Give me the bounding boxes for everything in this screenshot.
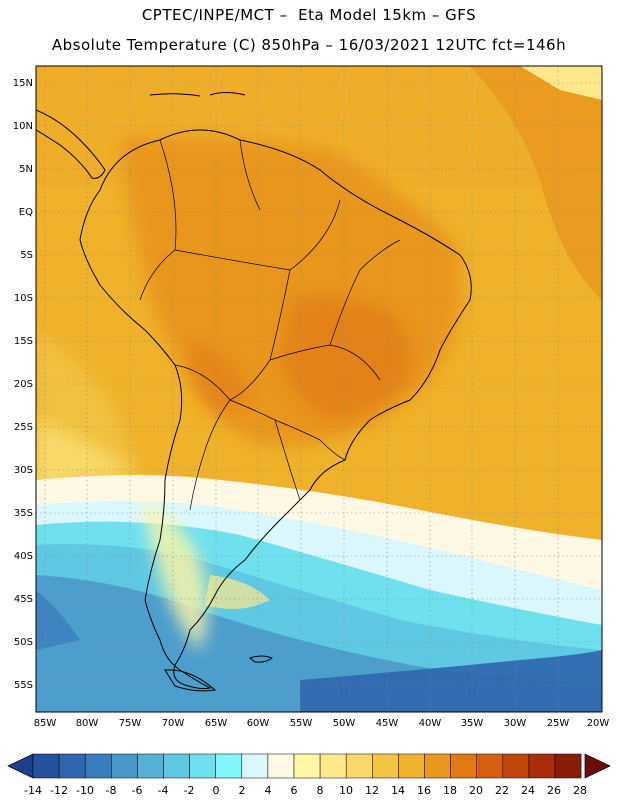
colorbar-label: -8 — [106, 784, 117, 797]
lat-label: EQ — [19, 207, 33, 218]
lat-label: 15S — [14, 336, 33, 347]
lon-label: 45W — [376, 718, 399, 729]
colorbar-box — [554, 753, 582, 779]
colorbar-boxes — [32, 753, 582, 779]
colorbar-box — [163, 753, 190, 779]
colorbar-box — [267, 753, 295, 779]
tierra-del-fuego — [164, 669, 217, 692]
lat-label: 50S — [14, 637, 33, 648]
colorbar-box — [293, 753, 321, 779]
colorbar-box — [189, 753, 216, 779]
colorbar-box — [84, 753, 112, 779]
colorbar-arrow-left — [7, 753, 34, 779]
lon-label: 40W — [419, 718, 442, 729]
colorbar-label: 0 — [213, 784, 220, 797]
lon-label: 50W — [333, 718, 356, 729]
colorbar-label: -12 — [50, 784, 68, 797]
lon-label: 60W — [247, 718, 270, 729]
colorbar-label: 14 — [391, 784, 405, 797]
lat-label: 15N — [13, 78, 33, 89]
colorbar-label: 8 — [317, 784, 324, 797]
colorbar: -14 -12 -10 -8 -6 -4 -2 0 2 4 6 8 10 12 … — [7, 753, 611, 797]
lon-label: 30W — [504, 718, 527, 729]
colorbar-box — [215, 753, 243, 779]
lat-label: 40S — [14, 551, 33, 562]
central-america — [36, 109, 106, 179]
lat-label: 45S — [14, 594, 33, 605]
longitude-labels: 85W 80W 75W 70W 65W 60W 55W 50W 45W 40W … — [34, 718, 610, 729]
colorbar-label: 28 — [573, 784, 587, 797]
lat-label: 35S — [14, 508, 33, 519]
colorbar-box — [137, 753, 164, 779]
lon-label: 85W — [34, 718, 57, 729]
latitude-labels: 15N 10N 5N EQ 5S 10S 15S 20S 25S 30S 35S… — [13, 78, 33, 691]
lon-label: 65W — [205, 718, 228, 729]
colorbar-box — [345, 753, 373, 779]
colorbar-label: 12 — [365, 784, 379, 797]
colorbar-label: 22 — [495, 784, 509, 797]
colorbar-box — [58, 753, 86, 779]
map-subtitle: Absolute Temperature (C) 850hPa – 16/03/… — [51, 36, 567, 54]
lat-label: 5S — [20, 250, 33, 261]
colorbar-box — [32, 753, 60, 779]
colorbar-box — [502, 753, 530, 779]
lon-label: 80W — [76, 718, 99, 729]
lat-label: 5N — [19, 164, 33, 175]
colorbar-label: 26 — [547, 784, 561, 797]
lon-label: 70W — [162, 718, 185, 729]
colorbar-box — [241, 753, 269, 779]
lat-label: 10S — [14, 293, 33, 304]
colorbar-box — [398, 753, 425, 779]
coastlines — [36, 92, 472, 692]
colorbar-labels: -14 -12 -10 -8 -6 -4 -2 0 2 4 6 8 10 12 … — [24, 784, 587, 797]
south-america-coastline — [79, 129, 472, 690]
colorbar-box — [111, 753, 138, 779]
colorbar-box — [476, 753, 504, 779]
map-title: CPTEC/INPE/MCT – Eta Model 15km – GFS — [141, 6, 477, 24]
lon-label: 75W — [119, 718, 142, 729]
colorbar-label: 6 — [291, 784, 298, 797]
lat-label: 10N — [13, 121, 33, 132]
colorbar-label: -10 — [76, 784, 94, 797]
lon-label: 55W — [290, 718, 313, 729]
colorbar-box — [528, 753, 556, 779]
colorbar-box — [450, 753, 477, 779]
caribbean-islands — [149, 92, 246, 97]
lon-label: 20W — [587, 718, 610, 729]
colorbar-label: 4 — [265, 784, 272, 797]
colorbar-label: 20 — [469, 784, 483, 797]
lat-label: 55S — [14, 680, 33, 691]
lon-label: 25W — [547, 718, 570, 729]
lat-label: 20S — [14, 379, 33, 390]
colorbar-label: 10 — [339, 784, 353, 797]
colorbar-label: 24 — [521, 784, 535, 797]
lat-label: 25S — [14, 422, 33, 433]
country-borders — [139, 139, 401, 511]
lat-label: 30S — [14, 465, 33, 476]
falkland-islands — [248, 655, 273, 663]
colorbar-label: 18 — [443, 784, 457, 797]
colorbar-label: -14 — [24, 784, 42, 797]
colorbar-label: 2 — [239, 784, 246, 797]
colorbar-box — [424, 753, 451, 779]
colorbar-label: -4 — [158, 784, 169, 797]
colorbar-arrow-right — [584, 753, 611, 779]
colorbar-box — [372, 753, 399, 779]
plot-frame — [35, 65, 603, 713]
temperature-field — [36, 66, 602, 712]
colorbar-box — [319, 753, 347, 779]
colorbar-label: -2 — [184, 784, 195, 797]
colorbar-label: -6 — [132, 784, 143, 797]
colorbar-label: 16 — [417, 784, 431, 797]
lon-label: 35W — [461, 718, 484, 729]
